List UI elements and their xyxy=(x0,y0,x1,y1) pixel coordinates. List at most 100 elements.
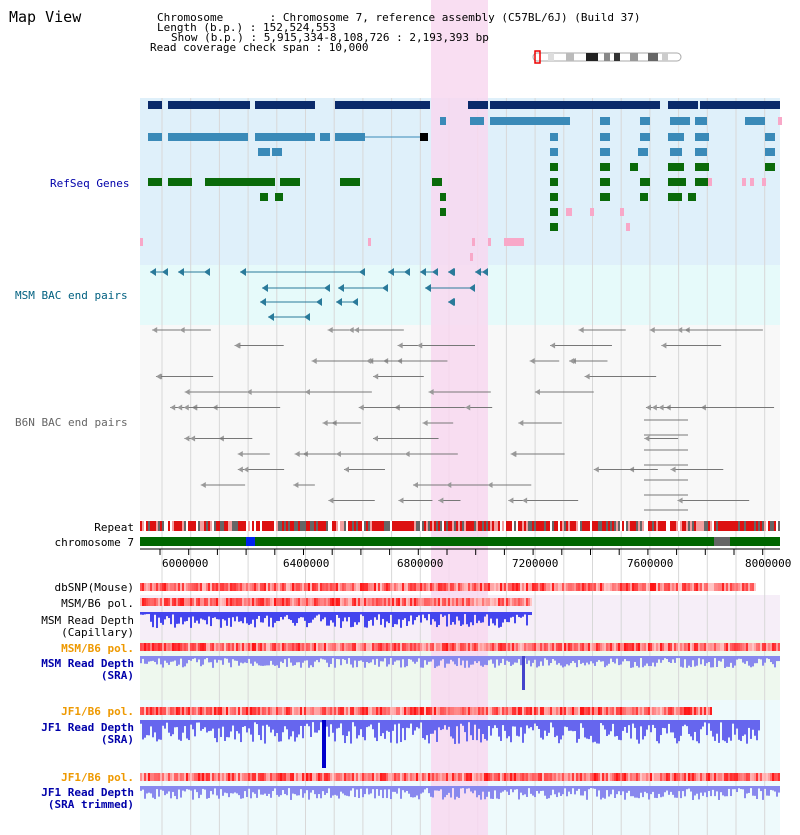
msm-depth-sra xyxy=(630,656,632,668)
dbsnp-density xyxy=(230,583,232,591)
msm-depth-sra xyxy=(626,656,628,662)
jf1-depth-trim xyxy=(642,786,644,798)
msm-depth-sra xyxy=(696,656,698,666)
repeat-block xyxy=(750,521,752,531)
repeat-block xyxy=(226,521,228,531)
repeat-block xyxy=(606,521,608,531)
track-label-msm-depth-cap: MSM Read Depth xyxy=(41,614,134,627)
jf1-pol-density-2 xyxy=(712,773,714,781)
jf1-pol-density xyxy=(430,707,432,715)
jf1-depth-sra xyxy=(252,720,254,742)
jf1-depth-trim xyxy=(388,786,390,790)
repeat-block xyxy=(430,521,432,531)
dbsnp-density xyxy=(484,583,486,591)
jf1-pol-density-2 xyxy=(530,773,532,781)
track-label-b6n-bac[interactable]: B6N BAC end pairs xyxy=(15,416,128,429)
msm-pol-density xyxy=(230,598,232,606)
msm-depth-capillary xyxy=(400,612,402,628)
jf1-pol-density-2 xyxy=(764,773,766,781)
refseq-gene xyxy=(550,163,558,171)
jf1-pol-density xyxy=(638,707,640,715)
jf1-pol-density-2 xyxy=(670,773,672,781)
jf1-pol-density xyxy=(616,707,618,715)
msm-pol-density xyxy=(156,598,158,606)
repeat-block xyxy=(504,521,506,531)
dbsnp-density xyxy=(440,583,442,591)
jf1-depth-sra xyxy=(384,720,386,739)
jf1-pol-density xyxy=(678,707,680,715)
jf1-pol-density-2 xyxy=(176,773,178,781)
refseq-gene xyxy=(765,148,775,156)
jf1-pol-density-2 xyxy=(220,773,222,781)
msm-pol-density xyxy=(388,598,390,606)
msm-depth-sra xyxy=(332,656,334,659)
dbsnp-density xyxy=(174,583,176,591)
jf1-pol-density-2 xyxy=(194,773,196,781)
axis-tick-label: 6400000 xyxy=(283,557,330,570)
b6n-bac-end xyxy=(177,404,183,411)
repeat-block xyxy=(646,521,648,531)
msm-pol-density xyxy=(298,598,300,606)
msm-depth-capillary xyxy=(218,612,220,620)
msm-pol-density-2 xyxy=(666,643,668,651)
jf1-depth-trim xyxy=(648,786,650,800)
msm-pol-density xyxy=(356,598,358,606)
jf1-depth-sra xyxy=(332,720,334,733)
jf1-depth-trim xyxy=(244,786,246,792)
msm-pol-density-2 xyxy=(740,643,742,651)
jf1-depth-sra xyxy=(370,720,372,725)
jf1-depth-trim xyxy=(438,786,440,791)
jf1-pol-density xyxy=(210,707,212,715)
jf1-pol-density xyxy=(156,707,158,715)
repeat-block xyxy=(314,521,316,531)
track-label-msm-bac[interactable]: MSM BAC end pairs xyxy=(15,289,128,302)
dbsnp-density xyxy=(226,583,228,591)
msm-depth-sra xyxy=(716,656,718,667)
jf1-depth-trim xyxy=(484,786,486,800)
jf1-depth-trim xyxy=(742,786,744,790)
refseq-gene-pink xyxy=(620,208,624,216)
repeat-block xyxy=(380,521,382,531)
msm-depth-capillary xyxy=(420,612,422,623)
track-label-refseq[interactable]: RefSeq Genes xyxy=(50,177,130,190)
dbsnp-density xyxy=(604,583,606,591)
jf1-pol-density-2 xyxy=(568,773,570,781)
jf1-depth-trim xyxy=(210,786,212,792)
dbsnp-density xyxy=(506,583,508,591)
dbsnp-density xyxy=(652,583,654,591)
jf1-pol-density xyxy=(486,707,488,715)
msm-pol-density-2 xyxy=(258,643,260,651)
msm-pol-density-2 xyxy=(416,643,418,651)
jf1-pol-density xyxy=(690,707,692,715)
msm-pol-density xyxy=(164,598,166,606)
jf1-pol-density-2 xyxy=(344,773,346,781)
jf1-pol-density-2 xyxy=(302,773,304,781)
repeat-block xyxy=(518,521,520,531)
msm-pol-density xyxy=(186,598,188,606)
msm-depth-sra xyxy=(612,656,614,663)
msm-depth-sra xyxy=(292,656,294,666)
jf1-depth-trim xyxy=(274,786,276,789)
msm-depth-sra xyxy=(766,656,768,659)
repeat-block xyxy=(450,521,452,531)
repeat-block xyxy=(600,521,602,531)
jf1-depth-trim xyxy=(334,786,336,795)
jf1-pol-density-2 xyxy=(380,773,382,781)
jf1-depth-trim xyxy=(158,786,160,797)
msm-depth-capillary xyxy=(506,612,508,623)
jf1-pol-density xyxy=(682,707,684,715)
msm-depth-sra xyxy=(200,656,202,667)
msm-pol-density-2 xyxy=(204,643,206,651)
jf1-depth-sra xyxy=(632,720,634,724)
repeat-block xyxy=(550,521,552,531)
jf1-pol-density xyxy=(308,707,310,715)
jf1-pol-density-2 xyxy=(664,773,666,781)
repeat-block xyxy=(754,521,756,531)
repeat-block xyxy=(662,521,664,531)
msm-pol-density-2 xyxy=(768,643,770,651)
jf1-depth-sra xyxy=(256,720,258,725)
repeat-block xyxy=(638,521,640,531)
msm-pol-density-2 xyxy=(698,643,700,651)
msm-depth-sra xyxy=(564,656,566,667)
